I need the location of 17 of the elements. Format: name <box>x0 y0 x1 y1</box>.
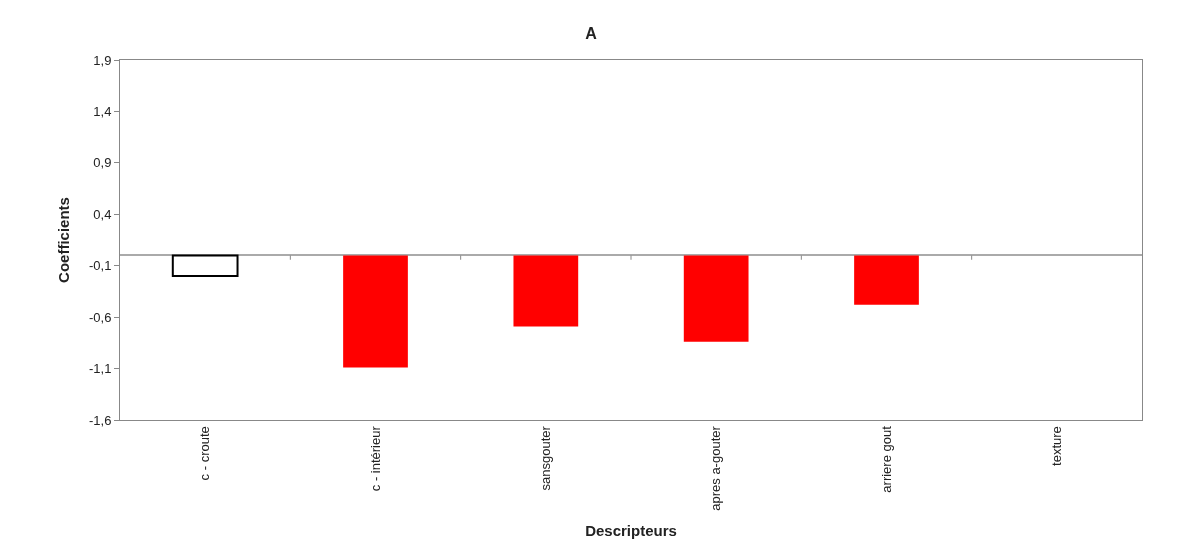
x-tick-label: texture <box>1049 426 1065 466</box>
y-tick-label: 0,4 <box>93 206 112 222</box>
y-tick-label: -1,1 <box>88 361 112 377</box>
chart-title: A <box>585 24 598 42</box>
x-tick-label: c - intérieur <box>367 425 383 492</box>
y-axis-title: Coefficients <box>55 197 73 283</box>
x-tick-label: sansgouter <box>538 425 554 491</box>
y-tick-label: 0,9 <box>93 155 112 171</box>
y-tick-label: -1,6 <box>88 412 112 428</box>
x-tick-label: arriere gout <box>878 425 894 493</box>
x-axis-title: Descripteurs <box>585 521 677 539</box>
y-tick-label: 1,9 <box>93 52 112 68</box>
y-tick-label: 1,4 <box>93 103 112 119</box>
y-tick-label: -0,6 <box>88 309 112 325</box>
x-tick-label: apres a-gouter <box>708 425 724 511</box>
y-tick-label: -0,1 <box>88 258 112 274</box>
x-tick-label: c - croute <box>197 426 213 481</box>
